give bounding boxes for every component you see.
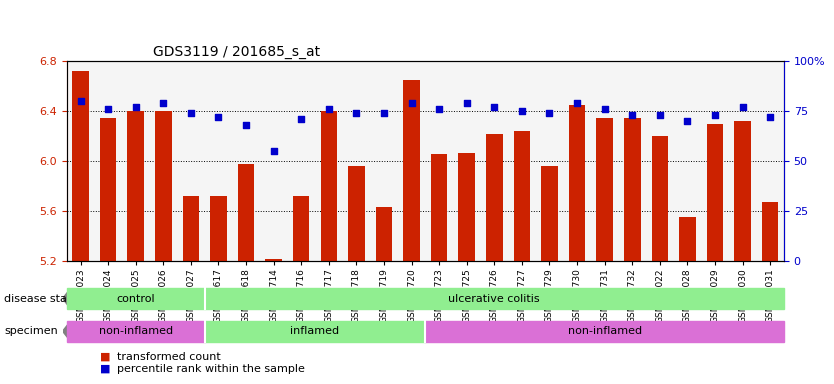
Bar	[651, 136, 668, 261]
Point	[349, 110, 363, 116]
Point	[74, 98, 88, 104]
Bar	[293, 196, 309, 261]
Text: ■: ■	[100, 364, 111, 374]
Point	[102, 106, 115, 113]
Bar	[679, 217, 696, 261]
Point	[404, 100, 418, 106]
Point	[157, 100, 170, 106]
Bar	[734, 121, 751, 261]
Point	[294, 116, 308, 122]
Point	[543, 110, 556, 116]
Bar	[128, 111, 144, 261]
Text: ulcerative colitis: ulcerative colitis	[449, 293, 540, 304]
Point	[626, 112, 639, 118]
Bar	[514, 131, 530, 261]
Point	[377, 110, 390, 116]
Point	[460, 100, 474, 106]
Bar	[265, 259, 282, 261]
Point	[239, 122, 253, 128]
Text: GDS3119 / 201685_s_at: GDS3119 / 201685_s_at	[153, 45, 320, 59]
Bar	[238, 164, 254, 261]
Text: ■: ■	[100, 352, 111, 362]
Bar	[100, 118, 117, 261]
Bar	[431, 154, 447, 261]
Point	[488, 104, 501, 111]
Point	[212, 114, 225, 121]
Bar	[210, 196, 227, 261]
Point	[184, 110, 198, 116]
Bar	[459, 152, 475, 261]
Text: control: control	[117, 293, 155, 304]
Bar	[541, 166, 558, 261]
Text: non-inflamed: non-inflamed	[98, 326, 173, 336]
Bar	[73, 71, 88, 261]
Point	[570, 100, 584, 106]
Text: transformed count: transformed count	[117, 352, 220, 362]
Text: percentile rank within the sample: percentile rank within the sample	[117, 364, 304, 374]
Point	[515, 108, 529, 114]
Point	[129, 104, 143, 111]
Point	[322, 106, 335, 113]
Point	[598, 106, 611, 113]
Point	[763, 114, 776, 121]
Point	[267, 148, 280, 154]
Point	[681, 118, 694, 124]
Text: non-inflamed: non-inflamed	[568, 326, 641, 336]
Polygon shape	[63, 321, 71, 342]
Bar	[624, 118, 641, 261]
Polygon shape	[63, 288, 71, 309]
Text: disease state: disease state	[4, 293, 78, 304]
Bar	[183, 196, 199, 261]
Point	[736, 104, 749, 111]
Text: specimen: specimen	[4, 326, 58, 336]
Bar	[375, 207, 392, 261]
Bar	[348, 166, 364, 261]
Bar	[706, 124, 723, 261]
Bar	[762, 202, 778, 261]
Bar	[569, 105, 585, 261]
Text: inflamed: inflamed	[290, 326, 339, 336]
Point	[433, 106, 446, 113]
Bar	[486, 134, 503, 261]
Point	[708, 112, 721, 118]
Bar	[404, 80, 420, 261]
Bar	[596, 118, 613, 261]
Bar	[320, 111, 337, 261]
Bar	[155, 111, 172, 261]
Point	[653, 112, 666, 118]
